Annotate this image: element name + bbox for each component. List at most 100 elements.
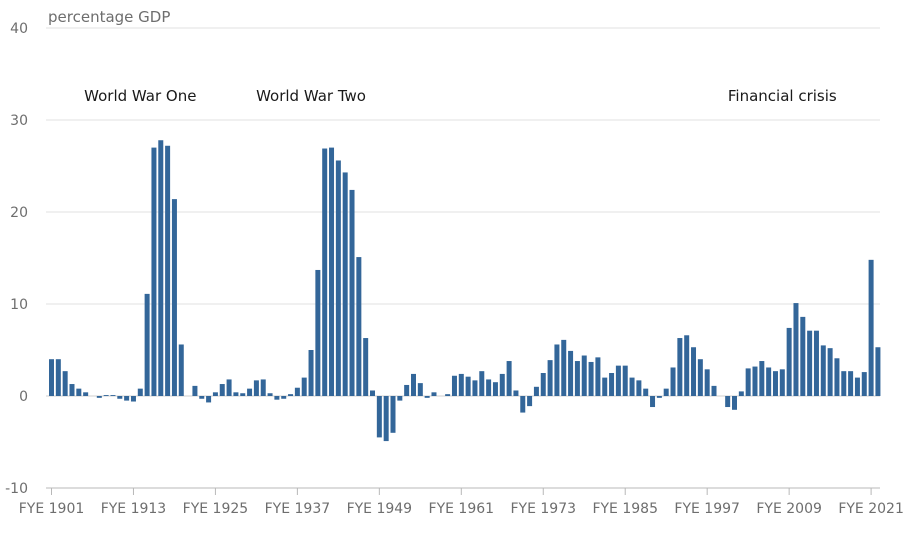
bar [281,396,287,399]
x-tick-label: FYE 1937 [265,501,331,517]
bar [451,375,457,396]
bar [492,382,498,396]
x-tick-label: FYE 2021 [838,501,904,517]
bar [813,330,819,396]
bar [96,396,102,398]
bar [581,355,587,396]
bar [376,396,382,438]
bar [841,371,847,396]
bar [636,380,642,396]
bar [253,380,259,396]
bar [308,350,314,396]
bar [547,360,553,396]
bar [732,396,737,410]
bar [520,396,526,413]
bar [322,148,328,396]
x-tick-label: FYE 1961 [429,501,495,517]
bar [533,386,539,396]
bar [602,377,608,396]
y-tick-label: 10 [10,297,28,313]
bar [83,392,89,396]
bar [178,344,184,396]
y-axis-ticks: -10 0 10 20 30 40 [5,21,28,497]
bar [513,390,519,396]
x-tick-label: FYE 1973 [510,501,576,517]
bar [615,365,621,396]
y-tick-label: 20 [10,205,28,221]
bar [349,189,355,396]
bar [684,335,690,396]
bar [656,396,662,398]
bar [766,367,772,396]
bar [431,392,437,396]
bar [151,147,157,396]
x-tick-label: FYE 1997 [674,501,740,517]
bar [622,365,628,396]
bar [875,347,881,396]
bar [383,396,389,442]
annotations: World War One World War Two Financial cris… [84,87,837,105]
bar [165,145,171,396]
bar [117,396,123,399]
bar [233,392,239,396]
bar [486,379,492,396]
y-tick-label: 40 [10,21,28,37]
bar [315,269,321,396]
bar [76,388,82,396]
bar [137,388,143,396]
bar [206,396,212,403]
bar [527,396,533,407]
bar [124,396,130,401]
annotation-label: World War Two [256,87,366,105]
bar [342,172,348,396]
bar [62,371,68,396]
bar [458,373,464,396]
bar [479,371,485,396]
bar [827,348,833,396]
bar [506,361,512,396]
bar [786,327,792,396]
x-tick-label: FYE 1949 [347,501,413,517]
annotation-label: Financial crisis [728,87,837,105]
bar [294,387,300,396]
bar [390,396,396,433]
bar [677,338,683,396]
bar [363,338,369,396]
bar [301,377,307,396]
bar [240,393,246,396]
bar [588,361,594,396]
bar [329,147,335,396]
bar [609,373,615,396]
x-tick-label: FYE 1913 [101,501,167,517]
bar [738,391,744,396]
bar [834,358,840,396]
bar [247,388,253,396]
bar [404,384,410,396]
bar [424,396,430,398]
bar [643,388,649,396]
bar [725,396,731,408]
bar [540,373,546,396]
bar [759,361,765,396]
bar [807,330,813,396]
y-tick-label: 30 [10,113,28,129]
y-axis-label: percentage GDP [48,8,170,26]
bar [445,394,451,396]
bar [260,379,266,396]
bar [212,392,218,396]
bar [103,395,109,396]
bar [568,350,574,396]
bar [110,395,116,396]
bar [274,396,280,400]
bar [854,377,860,396]
bar [144,293,150,396]
bar [219,384,225,396]
bar [267,393,273,396]
bar [499,373,505,396]
bar [861,372,867,396]
bar [226,379,232,396]
bar [158,140,164,396]
y-tick-label: 0 [19,389,28,405]
bar [288,394,294,396]
